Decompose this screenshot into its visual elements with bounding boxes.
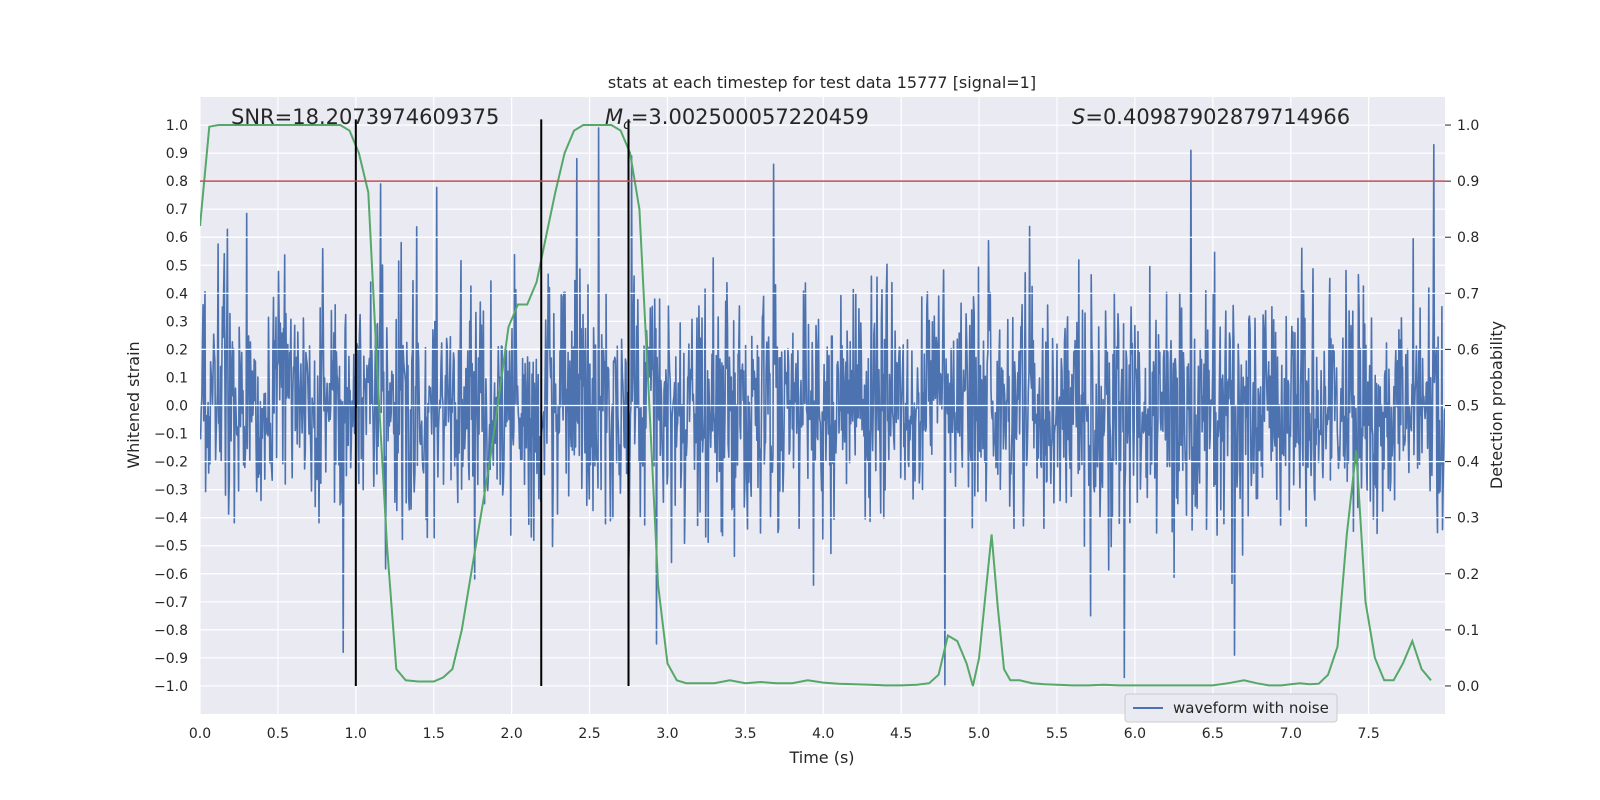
y-axis-label-right: Detection probability	[1487, 321, 1506, 489]
y-tick-label-left: 0.7	[166, 202, 188, 218]
y-tick-label-right: 0.8	[1457, 230, 1479, 246]
chirp-mass-subscript: c	[623, 117, 631, 133]
legend-label: waveform with noise	[1173, 699, 1329, 717]
y-tick-label-left: 0.4	[166, 286, 188, 302]
x-tick-label: 6.0	[1124, 726, 1146, 742]
x-tick-label: 1.0	[345, 726, 367, 742]
x-tick-label: 5.0	[968, 726, 990, 742]
axis-ticks: 1.0 0.9 0.8 0.7 0.6 0.5 0.4 0.3 0.2 0.1 0.0 −0.1 −0.…	[154, 118, 1479, 742]
x-tick-label: 0.5	[267, 726, 289, 742]
y-tick-label-right: 0.2	[1457, 567, 1479, 583]
x-tick-label: 1.5	[423, 726, 445, 742]
x-tick-label: 7.0	[1280, 726, 1302, 742]
y-tick-label-left: −0.6	[154, 567, 188, 583]
x-tick-label: 5.5	[1046, 726, 1068, 742]
y-tick-label-right: 0.9	[1457, 174, 1479, 190]
y-tick-label-left: −1.0	[154, 679, 188, 695]
y-tick-label-left: 0.9	[166, 146, 188, 162]
y-tick-label-left: −0.7	[154, 595, 188, 611]
x-axis-label: Time (s)	[788, 748, 854, 767]
legend-box	[1124, 693, 1338, 723]
y-tick-label-left: −0.1	[154, 427, 188, 443]
vertical-markers	[354, 119, 630, 686]
y-tick-label-right: 0.6	[1457, 342, 1479, 358]
s-value: =0.40987902879714966	[1085, 105, 1350, 129]
y-tick-label-right: 1.0	[1457, 118, 1479, 134]
y-tick-label-left: 0.2	[166, 342, 188, 358]
y-tick-label-right: 0.4	[1457, 455, 1479, 471]
x-tick-label: 3.0	[656, 726, 678, 742]
snr-annotation: SNR=18.2073974609375	[231, 105, 499, 129]
y-tick-label-left: −0.9	[154, 651, 188, 667]
x-tick-label: 0.0	[189, 726, 211, 742]
y-tick-label-left: 0.1	[166, 370, 188, 386]
y-tick-label-left: −0.5	[154, 539, 188, 555]
y-tick-label-left: 1.0	[166, 118, 188, 134]
probability-line	[200, 124, 1432, 687]
chirp-mass-value: =3.002500057220459	[631, 105, 869, 129]
y-tick-label-right: 0.1	[1457, 623, 1479, 639]
y-axis-label-left: Whitened strain	[124, 341, 143, 468]
y-tick-label-left: 0.0	[166, 399, 188, 415]
y-tick-label-right: 0.3	[1457, 511, 1479, 527]
x-tick-label: 4.5	[890, 726, 912, 742]
chirp-mass-annotation: Mc=3.002500057220459	[605, 105, 869, 133]
waveform-line	[200, 127, 1445, 687]
chart-title: stats at each timestep for test data 157…	[608, 73, 1036, 92]
probability-series	[200, 124, 1432, 687]
y-tick-label-left: 0.8	[166, 174, 188, 190]
x-tick-label: 7.5	[1358, 726, 1380, 742]
s-symbol: S	[1072, 105, 1085, 129]
x-tick-label: 3.5	[734, 726, 756, 742]
y-tick-label-left: 0.5	[166, 258, 188, 274]
x-tick-label: 2.0	[501, 726, 523, 742]
y-tick-label-right: 0.7	[1457, 286, 1479, 302]
x-tick-label: 6.5	[1202, 726, 1224, 742]
s-annotation: S=0.40987902879714966	[1072, 105, 1350, 129]
legend: waveform with noise	[1124, 693, 1338, 723]
waveform-series	[200, 127, 1445, 687]
chirp-mass-symbol: M	[605, 105, 623, 129]
y-tick-label-left: 0.3	[166, 314, 188, 330]
y-tick-label-left: −0.4	[154, 511, 188, 527]
y-tick-label-left: −0.3	[154, 483, 188, 499]
x-tick-label: 2.5	[578, 726, 600, 742]
x-tick-label: 4.0	[812, 726, 834, 742]
y-tick-label-left: 0.6	[166, 230, 188, 246]
y-tick-label-right: 0.0	[1457, 679, 1479, 695]
y-tick-label-left: −0.8	[154, 623, 188, 639]
y-tick-label-left: −0.2	[154, 455, 188, 471]
y-tick-label-right: 0.5	[1457, 399, 1479, 415]
